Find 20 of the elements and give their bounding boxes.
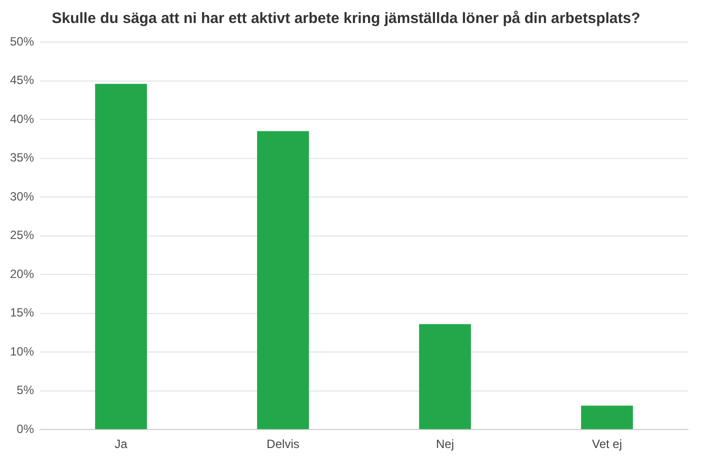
x-tick-label: Nej (436, 437, 454, 452)
y-tick-label: 35% (10, 150, 34, 165)
bar (95, 84, 147, 430)
x-tick-label: Delvis (266, 437, 300, 452)
y-tick-label: 50% (10, 34, 34, 48)
bar (581, 406, 633, 430)
y-tick-label: 25% (10, 228, 34, 242)
y-tick-label: 15% (10, 306, 34, 320)
bar (257, 131, 309, 430)
chart-title: Skulle du säga att ni har ett aktivt arbete kring jämställda löner på din arbetsplats? (52, 10, 640, 28)
y-tick-label: 40% (10, 112, 34, 126)
y-tick-label: 30% (10, 189, 34, 204)
y-tick-label: 45% (10, 73, 34, 88)
bar (419, 324, 471, 430)
x-tick-label: Ja (114, 437, 128, 452)
y-tick-label: 20% (10, 266, 34, 281)
y-tick-label: 10% (10, 344, 34, 358)
y-tick-label: 0% (16, 422, 34, 436)
y-tick-label: 5% (16, 383, 34, 398)
x-tick-label: Vet ej (592, 437, 622, 452)
